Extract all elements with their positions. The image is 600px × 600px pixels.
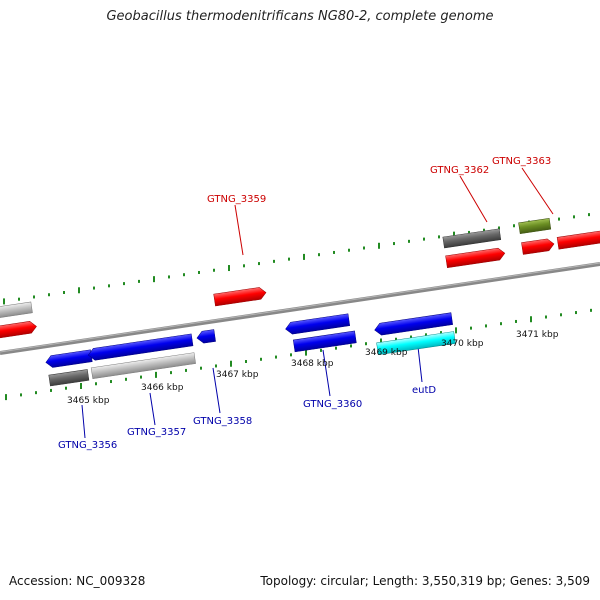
gene-eutd-upper [374, 312, 453, 336]
genome-stats-text: Topology: circular; Length: 3,550,319 bp… [260, 574, 590, 588]
gene-gtng-3359 [213, 287, 267, 307]
label-gtng-3359[interactable]: GTNG_3359 [207, 194, 266, 205]
label-gtng-3356[interactable]: GTNG_3356 [58, 440, 117, 451]
gene-gtng-3362 [445, 247, 506, 269]
gene-gtng-3356 [45, 349, 93, 368]
gene-light-left-edge [0, 301, 33, 321]
genome-backbone [0, 262, 600, 355]
callout-gtng-3357 [149, 392, 156, 426]
gene-gtng-3357 [87, 333, 194, 361]
label-gtng-3363[interactable]: GTNG_3363 [492, 156, 551, 167]
callout-gtng-3359 [234, 204, 244, 256]
tick-label: 3469 kbp [365, 348, 408, 358]
accession-text: Accession: NC_009328 [9, 574, 146, 588]
kbp-scale-labels: 3465 kbp 3466 kbp 3467 kbp 3468 kbp 3469… [67, 330, 559, 406]
gene-gtng-3362-pseudo [442, 228, 502, 249]
label-gtng-3358[interactable]: GTNG_3358 [193, 416, 252, 427]
gene-gtng-3358 [196, 329, 216, 344]
tick-label: 3471 kbp [516, 330, 559, 340]
callout-gtng-3362 [459, 175, 488, 223]
label-eutd[interactable]: eutD [412, 385, 436, 396]
callout-gtng-3356 [81, 404, 86, 439]
gene-red-left-edge [0, 321, 37, 340]
gene-gtng-3363 [521, 238, 555, 255]
gene-gtng-3357-pseudo [90, 352, 196, 380]
gene-eutd [376, 331, 456, 356]
label-gtng-3360[interactable]: GTNG_3360 [303, 399, 362, 410]
upper-tick-track [3, 213, 590, 305]
gene-gtng-3360-b [292, 330, 357, 353]
tick-label: 3467 kbp [216, 370, 259, 380]
map-title: Geobacillus thermodenitrificans NG80-2, … [106, 9, 494, 24]
label-callouts [81, 167, 554, 439]
callout-gtng-3358 [212, 367, 221, 414]
tick-label: 3466 kbp [141, 383, 184, 393]
label-gtng-3362[interactable]: GTNG_3362 [430, 165, 489, 176]
gene-gtng-3356-pseudo [48, 369, 90, 387]
tick-label: 3468 kbp [291, 359, 334, 369]
tick-label: 3465 kbp [67, 396, 110, 406]
gene-gtng-3363-other [518, 218, 552, 235]
gene-gtng-3360-a [285, 313, 351, 335]
label-gtng-3357[interactable]: GTNG_3357 [127, 427, 186, 438]
backbone-highlight [0, 262, 600, 353]
tick-label: 3470 kbp [441, 339, 484, 349]
callout-gtng-3363 [521, 167, 554, 215]
gene-labels: GTNG_3359 GTNG_3362 GTNG_3363 GTNG_3356 … [58, 156, 551, 451]
gene-red-right-edge [556, 229, 600, 250]
callout-gtng-3360 [322, 349, 331, 397]
